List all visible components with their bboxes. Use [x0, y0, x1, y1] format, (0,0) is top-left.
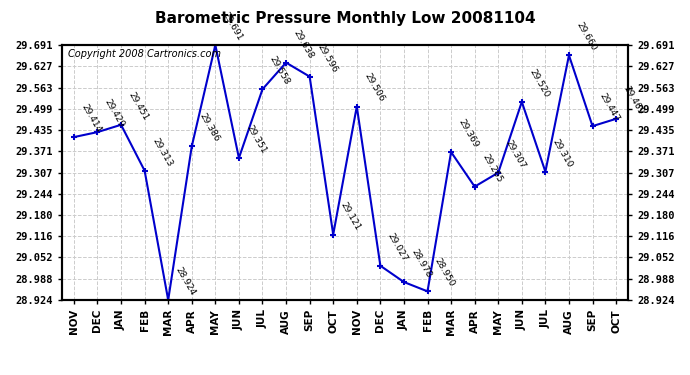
- Text: 29.506: 29.506: [362, 72, 386, 104]
- Text: 29.451: 29.451: [126, 90, 150, 122]
- Text: 29.520: 29.520: [527, 68, 551, 99]
- Text: 29.369: 29.369: [457, 117, 480, 149]
- Text: 29.386: 29.386: [197, 112, 221, 144]
- Text: 29.691: 29.691: [221, 10, 244, 42]
- Text: 29.313: 29.313: [150, 136, 174, 168]
- Text: Barometric Pressure Monthly Low 20081104: Barometric Pressure Monthly Low 20081104: [155, 11, 535, 26]
- Text: 29.469: 29.469: [622, 84, 645, 116]
- Text: 29.351: 29.351: [244, 123, 268, 155]
- Text: 29.447: 29.447: [598, 92, 622, 123]
- Text: 29.660: 29.660: [575, 21, 598, 53]
- Text: 29.121: 29.121: [339, 200, 362, 232]
- Text: 29.429: 29.429: [103, 98, 126, 129]
- Text: 29.310: 29.310: [551, 137, 575, 169]
- Text: 28.924: 28.924: [174, 266, 197, 297]
- Text: 29.307: 29.307: [504, 138, 527, 170]
- Text: 29.558: 29.558: [268, 55, 292, 87]
- Text: 28.978: 28.978: [409, 248, 433, 279]
- Text: 29.414: 29.414: [79, 103, 103, 134]
- Text: Copyright 2008 Cartronics.com: Copyright 2008 Cartronics.com: [68, 49, 221, 59]
- Text: 29.638: 29.638: [292, 28, 315, 60]
- Text: 28.950: 28.950: [433, 257, 457, 289]
- Text: 29.027: 29.027: [386, 231, 409, 263]
- Text: 29.596: 29.596: [315, 42, 339, 74]
- Text: 29.265: 29.265: [480, 152, 504, 184]
